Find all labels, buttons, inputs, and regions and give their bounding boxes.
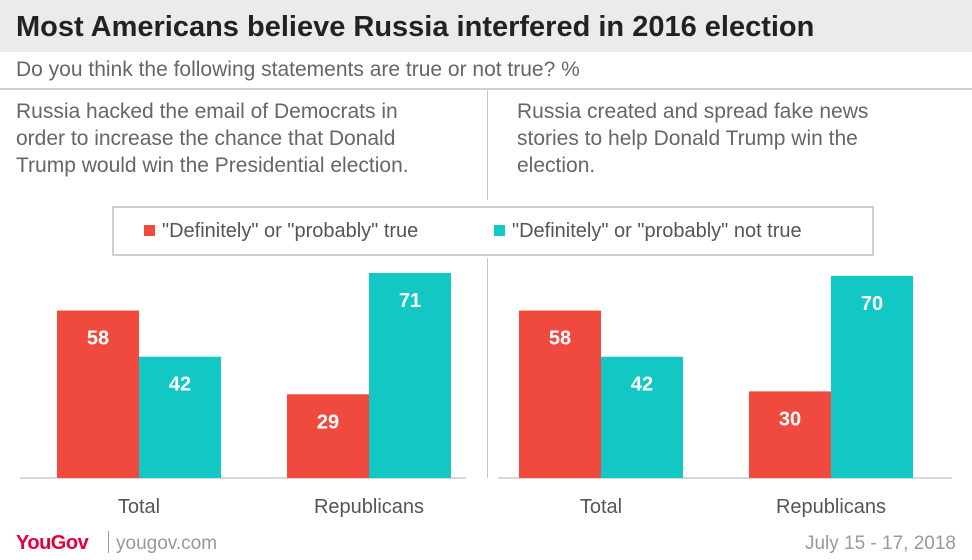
footer-date: July 15 - 17, 2018 <box>804 533 956 554</box>
bar <box>139 356 221 478</box>
yougov-logo: YouGov <box>16 532 89 554</box>
data-label: 58 <box>87 328 109 350</box>
panel-left-question: Russia hacked the email of Democrats in … <box>16 100 409 177</box>
header-divider <box>0 88 972 90</box>
data-label: 71 <box>399 290 421 312</box>
bar <box>369 273 451 478</box>
legend: "Definitely" or "probably" true "Definit… <box>112 206 874 256</box>
bar <box>601 356 683 478</box>
category-label: Republicans <box>776 496 886 518</box>
bar <box>57 310 139 478</box>
category-label: Total <box>580 496 622 518</box>
category-label: Total <box>118 496 160 518</box>
legend-label-true: "Definitely" or "probably" true <box>162 220 419 242</box>
bar <box>831 275 913 478</box>
data-label: 30 <box>779 408 801 430</box>
panel-divider-top <box>487 90 488 200</box>
footer-url: yougov.com <box>116 533 218 554</box>
data-label: 42 <box>169 374 191 396</box>
chart-title: Most Americans believe Russia interfered… <box>16 11 815 43</box>
legend-swatch-not-true <box>494 225 505 236</box>
bar <box>287 394 369 478</box>
legend-item-true: "Definitely" or "probably" true <box>144 220 418 243</box>
data-label: 42 <box>631 374 653 396</box>
bar <box>519 310 601 478</box>
title-bar <box>0 0 972 52</box>
footer-separator <box>108 531 109 553</box>
data-label: 58 <box>549 328 571 350</box>
data-label: 70 <box>861 293 883 315</box>
panel-divider-bottom <box>487 258 488 478</box>
bar <box>749 391 831 478</box>
legend-swatch-true <box>144 225 155 236</box>
legend-item-not-true: "Definitely" or "probably" not true <box>494 220 802 243</box>
chart-subtitle: Do you think the following statements ar… <box>16 58 580 81</box>
legend-label-not-true: "Definitely" or "probably" not true <box>512 220 802 242</box>
category-label: Republicans <box>314 496 424 518</box>
panel-right-question: Russia created and spread fake news stor… <box>517 100 869 177</box>
data-label: 29 <box>317 411 339 433</box>
